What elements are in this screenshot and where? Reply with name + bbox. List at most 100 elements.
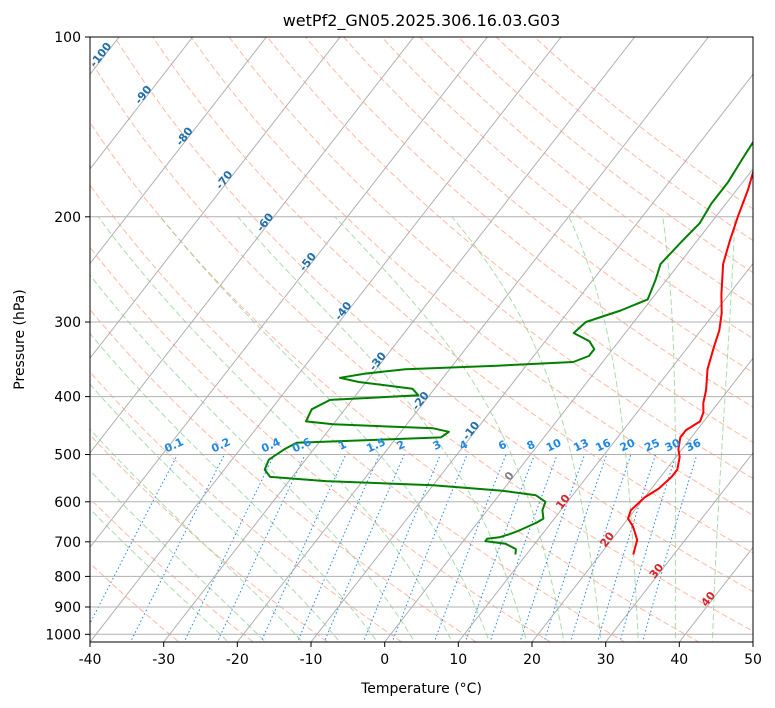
- mixing-ratio-label: 1.5: [364, 435, 387, 455]
- background-lines: [90, 37, 753, 642]
- moist-adiabat: [90, 508, 230, 642]
- isotherm-label: 40: [699, 589, 719, 609]
- dry-adiabat: [267, 37, 753, 444]
- isotherm-label: -80: [173, 124, 196, 148]
- mixing-ratio-line: [183, 454, 275, 642]
- mixing-ratio-label: 0.2: [209, 435, 232, 455]
- mixing-ratio-line: [519, 454, 586, 642]
- mixing-ratio-line: [596, 454, 657, 642]
- isotherm-line: [310, 73, 753, 642]
- dry-adiabat: [90, 434, 329, 642]
- axes: -40 -30 -20 -10 0 10 20 30 40 5010020030040050060…: [45, 30, 762, 668]
- isotherm-label: -100: [87, 40, 114, 70]
- grid-lines: [90, 37, 753, 642]
- mixing-ratio-line: [464, 454, 535, 642]
- mixing-ratio-label: 8: [525, 438, 537, 453]
- dry-adiabat: [495, 37, 753, 242]
- isotherm-line: [236, 37, 709, 642]
- temperature-profile: [627, 168, 753, 555]
- x-tick-label: 30: [597, 652, 615, 668]
- y-tick-label: 200: [54, 210, 81, 226]
- mixing-ratio-line: [543, 454, 608, 642]
- mixing-ratio-label: 25: [642, 436, 661, 454]
- dry-adiabat: [90, 58, 753, 632]
- mixing-ratio-label: 20: [618, 436, 638, 454]
- isotherm-line: [90, 37, 194, 170]
- dry-adiabat: [419, 37, 753, 306]
- y-tick-label: 900: [54, 600, 81, 616]
- isotherm-line: [90, 37, 267, 265]
- plot-frame: [89, 36, 754, 643]
- dry-adiabat: [90, 184, 626, 642]
- mixing-ratio-label: 36: [684, 436, 704, 454]
- mixing-ratio-line: [90, 454, 178, 625]
- isotherm-line: [384, 168, 753, 642]
- mixing-ratio-label: 16: [594, 436, 614, 454]
- mixing-ratio-label: 13: [571, 436, 590, 454]
- isotherm-line: [90, 37, 415, 454]
- isotherm-label: -20: [409, 389, 432, 413]
- x-tick-label: -30: [152, 652, 175, 668]
- dry-adiabat: [457, 37, 753, 274]
- mixing-ratio-line: [323, 454, 405, 642]
- moist-adiabat: [568, 216, 639, 642]
- isotherm-label: -90: [132, 83, 155, 107]
- sounding-profiles: [263, 140, 753, 555]
- moist-adiabat: [90, 469, 267, 642]
- y-tick-label: 300: [54, 315, 81, 331]
- mixing-ratio-line: [642, 454, 698, 642]
- mixing-ratio-label: 0.1: [162, 435, 185, 455]
- dry-adiabat: [90, 308, 477, 642]
- moist-adiabat: [90, 428, 304, 642]
- x-tick-label: -40: [79, 652, 102, 668]
- moist-adiabat: [90, 332, 378, 642]
- moist-adiabat: [334, 216, 565, 642]
- isotherm-line: [90, 37, 562, 642]
- y-tick-label: 700: [54, 535, 81, 551]
- isotherm-label: -50: [297, 250, 320, 274]
- x-tick-label: 40: [670, 652, 688, 668]
- isotherm-line: [90, 37, 488, 549]
- dry-adiabat: [114, 37, 753, 593]
- mixing-ratio-label: 30: [663, 436, 683, 454]
- dry-adiabat: [90, 246, 552, 642]
- moist-adiabat: [237, 216, 528, 642]
- mixing-ratio-line: [433, 454, 507, 642]
- moist-adiabat: [451, 216, 602, 642]
- x-tick-label: 10: [449, 652, 467, 668]
- y-tick-label: 600: [54, 495, 81, 511]
- dry-adiabat: [152, 37, 753, 554]
- y-tick-label: 100: [54, 30, 81, 46]
- isotherm-label: -70: [213, 168, 236, 192]
- dry-adiabat: [534, 37, 753, 210]
- isotherm-label: -30: [367, 349, 390, 373]
- moist-adiabat: [711, 216, 736, 642]
- dry-adiabat: [190, 37, 753, 516]
- isotherm-label: 0: [502, 469, 517, 483]
- mixing-ratio-line: [362, 454, 441, 642]
- y-tick-label: 800: [54, 569, 81, 585]
- x-tick-label: -10: [300, 652, 323, 668]
- chart-title: wetPf2_GN05.2025.306.16.03.G03: [283, 11, 561, 31]
- mixing-ratio-line: [260, 454, 347, 642]
- dry-adiabat: [305, 37, 753, 408]
- x-tick-label: 0: [380, 652, 389, 668]
- mixing-ratio-line: [489, 454, 558, 642]
- x-tick-label: -20: [226, 652, 249, 668]
- mixing-ratio-line: [569, 454, 632, 642]
- mixing-ratio-label: 0.6: [290, 435, 313, 455]
- mixing-ratio-label: 10: [544, 436, 564, 454]
- isotherm-line: [605, 451, 753, 642]
- isotherm-line: [457, 262, 753, 642]
- y-tick-label: 1000: [45, 627, 81, 643]
- mixing-ratio-line: [130, 454, 225, 642]
- isotherm-line: [90, 37, 341, 359]
- isotherm-line: [531, 357, 753, 642]
- isotherm-line: [163, 37, 636, 642]
- mixing-ratio-label: 3: [431, 438, 443, 453]
- x-axis-label: Temperature (°C): [360, 681, 482, 697]
- y-tick-label: 400: [54, 390, 81, 406]
- isotherm-label: -60: [254, 210, 277, 234]
- y-tick-label: 500: [54, 448, 81, 464]
